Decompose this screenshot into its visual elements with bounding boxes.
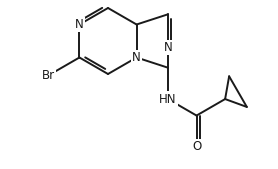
Text: Br: Br bbox=[41, 69, 54, 82]
Text: N: N bbox=[132, 51, 141, 64]
Text: O: O bbox=[192, 140, 201, 153]
Text: N: N bbox=[75, 18, 84, 31]
Text: HN: HN bbox=[159, 93, 177, 106]
Text: N: N bbox=[163, 41, 172, 54]
